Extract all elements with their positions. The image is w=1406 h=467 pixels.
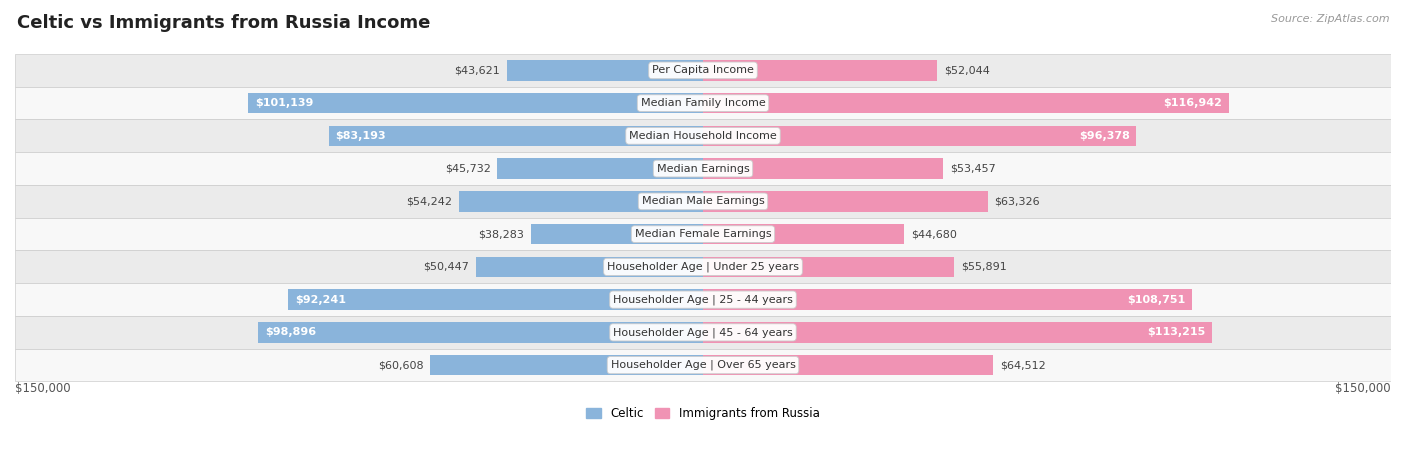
Bar [460, 191, 703, 212]
Bar [259, 322, 703, 342]
Bar [703, 257, 955, 277]
Bar [703, 355, 993, 375]
Bar [506, 60, 703, 80]
Bar [15, 185, 1391, 218]
Text: $38,283: $38,283 [478, 229, 524, 239]
Bar [703, 126, 1136, 146]
Text: $101,139: $101,139 [254, 98, 314, 108]
Text: Median Male Earnings: Median Male Earnings [641, 196, 765, 206]
Text: $108,751: $108,751 [1128, 295, 1185, 304]
Text: Householder Age | 25 - 44 years: Householder Age | 25 - 44 years [613, 294, 793, 305]
Bar [703, 290, 1192, 310]
Text: Median Household Income: Median Household Income [628, 131, 778, 141]
Bar [531, 224, 703, 244]
Text: $150,000: $150,000 [1336, 382, 1391, 395]
Bar [329, 126, 703, 146]
Bar [15, 316, 1391, 349]
Text: $98,896: $98,896 [266, 327, 316, 337]
Text: $50,447: $50,447 [423, 262, 470, 272]
Text: $83,193: $83,193 [336, 131, 387, 141]
Bar [430, 355, 703, 375]
Bar [703, 322, 1212, 342]
Text: $43,621: $43,621 [454, 65, 501, 75]
Text: $150,000: $150,000 [15, 382, 70, 395]
Bar [703, 224, 904, 244]
Text: Householder Age | Under 25 years: Householder Age | Under 25 years [607, 262, 799, 272]
Text: Source: ZipAtlas.com: Source: ZipAtlas.com [1271, 14, 1389, 24]
Text: $64,512: $64,512 [1000, 360, 1046, 370]
Text: Householder Age | Over 65 years: Householder Age | Over 65 years [610, 360, 796, 370]
Bar [15, 87, 1391, 120]
Text: Median Earnings: Median Earnings [657, 163, 749, 174]
Text: $92,241: $92,241 [295, 295, 346, 304]
Bar [703, 158, 943, 179]
Bar [703, 191, 988, 212]
Bar [498, 158, 703, 179]
Bar [703, 93, 1229, 113]
Text: $44,680: $44,680 [911, 229, 956, 239]
Text: $52,044: $52,044 [943, 65, 990, 75]
Text: $53,457: $53,457 [950, 163, 995, 174]
Bar [15, 349, 1391, 382]
Text: Householder Age | 45 - 64 years: Householder Age | 45 - 64 years [613, 327, 793, 338]
Text: $116,942: $116,942 [1163, 98, 1222, 108]
Bar [249, 93, 703, 113]
Legend: Celtic, Immigrants from Russia: Celtic, Immigrants from Russia [586, 407, 820, 420]
Text: Celtic vs Immigrants from Russia Income: Celtic vs Immigrants from Russia Income [17, 14, 430, 32]
Text: $45,732: $45,732 [444, 163, 491, 174]
Bar [15, 54, 1391, 87]
Text: Median Family Income: Median Family Income [641, 98, 765, 108]
Bar [15, 250, 1391, 283]
Bar [15, 283, 1391, 316]
Bar [703, 60, 936, 80]
Bar [15, 120, 1391, 152]
Text: $63,326: $63,326 [994, 196, 1040, 206]
Text: $55,891: $55,891 [962, 262, 1007, 272]
Bar [15, 218, 1391, 250]
Text: Per Capita Income: Per Capita Income [652, 65, 754, 75]
Bar [288, 290, 703, 310]
Text: $113,215: $113,215 [1147, 327, 1205, 337]
Text: Median Female Earnings: Median Female Earnings [634, 229, 772, 239]
Bar [15, 152, 1391, 185]
Text: $54,242: $54,242 [406, 196, 453, 206]
Text: $60,608: $60,608 [378, 360, 423, 370]
Text: $96,378: $96,378 [1078, 131, 1129, 141]
Bar [477, 257, 703, 277]
